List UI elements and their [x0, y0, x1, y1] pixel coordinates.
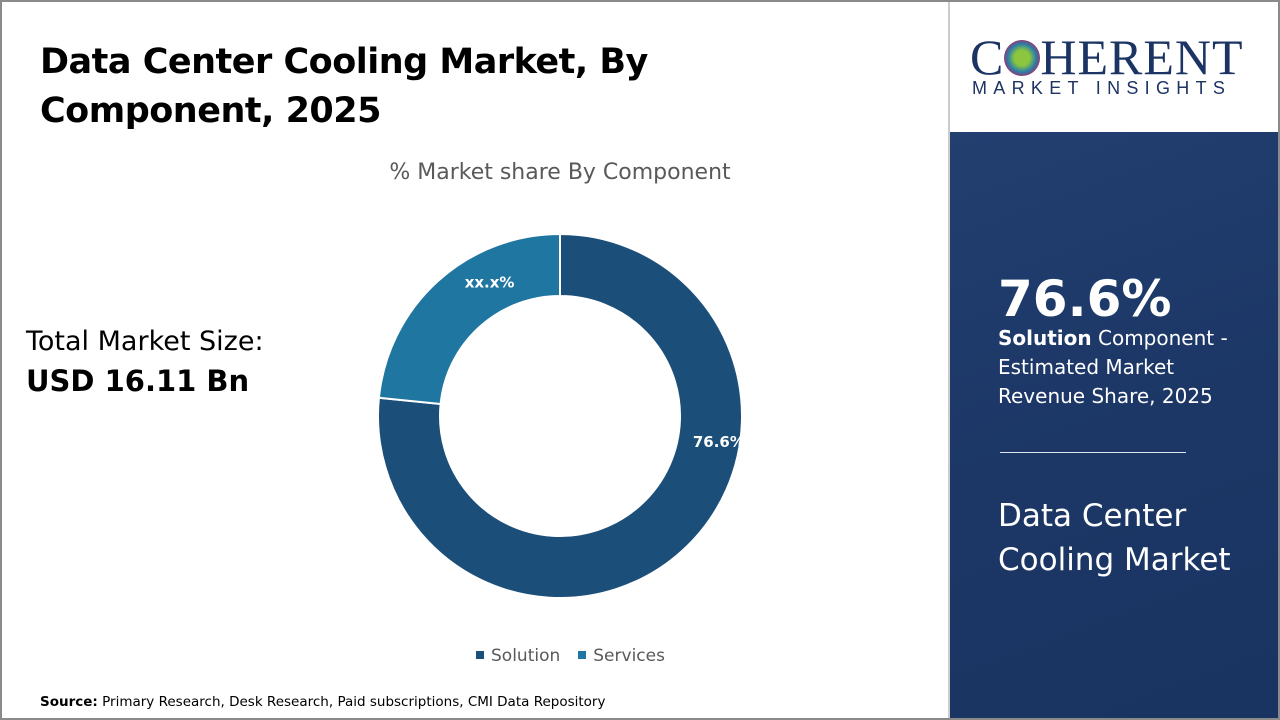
highlight-segment: Solution	[998, 326, 1092, 350]
legend-item-services: Services	[578, 646, 665, 666]
legend-swatch-solution	[476, 651, 484, 659]
highlight-description: Solution Component - Estimated Market Re…	[998, 324, 1258, 411]
highlight-text: Component - Estimated Market Revenue Sha…	[998, 326, 1228, 408]
sidebar: C HERENT MARKET INSIGHTS 76.6% Solution C…	[948, 0, 1280, 720]
page-title: Data Center Cooling Market, By Component…	[40, 42, 648, 131]
total-market-value: USD 16.11 Bn	[26, 364, 250, 398]
donut-chart: 76.6% xx.x%	[377, 232, 745, 599]
market-name: Data Center Cooling Market	[998, 498, 1231, 578]
legend-label: Services	[593, 646, 665, 666]
divider	[1000, 452, 1186, 453]
company-logo: C HERENT MARKET INSIGHTS	[950, 0, 1280, 132]
highlight-panel: 76.6% Solution Component - Estimated Mar…	[950, 132, 1280, 720]
logo-subtitle: MARKET INSIGHTS	[972, 78, 1232, 98]
donut-slice-services	[377, 232, 561, 406]
chart-legend: Solution Services	[476, 646, 665, 666]
total-market-label: Total Market Size:	[26, 326, 264, 357]
legend-swatch-services	[578, 651, 587, 659]
source-note: Source: Primary Research, Desk Research,…	[40, 694, 605, 710]
chart-title: % Market share By Component	[389, 160, 731, 185]
highlight-value: 76.6%	[998, 270, 1172, 328]
legend-label: Solution	[491, 646, 561, 666]
source-label: Source:	[40, 694, 98, 710]
logo-wordmark: C HERENT	[970, 29, 1244, 85]
data-label-services: xx.x%	[465, 273, 515, 291]
donut-slice-solution	[377, 232, 743, 599]
data-label-solution: 76.6%	[693, 433, 745, 451]
logo-globe-icon	[1004, 40, 1041, 76]
legend-item-solution: Solution	[476, 646, 560, 666]
source-text: Primary Research, Desk Research, Paid su…	[102, 694, 606, 710]
